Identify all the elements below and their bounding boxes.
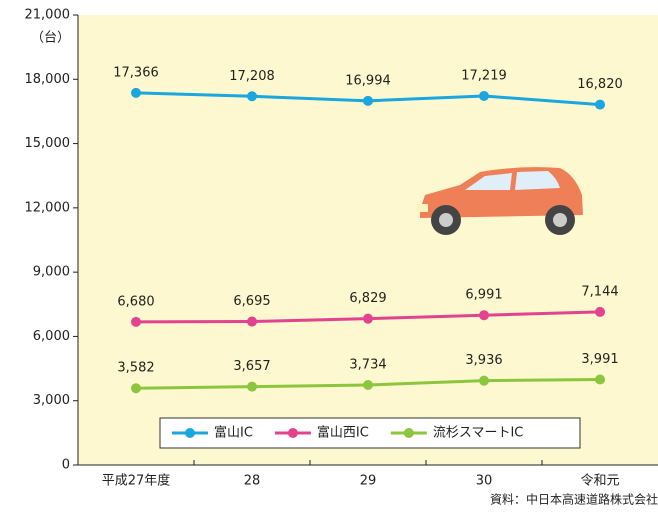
point <box>479 375 489 386</box>
data-label: 17,208 <box>229 69 275 84</box>
plot-background <box>78 15 658 465</box>
y-tick-label: 18,000 <box>25 72 71 87</box>
point <box>479 91 489 102</box>
source: 資料：中日本高速道路株式会社 <box>490 492 658 507</box>
data-label: 17,366 <box>113 65 159 80</box>
legend-marker <box>287 428 298 438</box>
y-axis-label: （台） <box>31 31 70 46</box>
legend-label: 富山IC <box>214 425 253 441</box>
x-tick-label: 29 <box>360 474 377 489</box>
point <box>131 316 141 327</box>
data-label: 3,582 <box>117 361 154 376</box>
point <box>595 99 605 110</box>
y-tick-label: 9,000 <box>33 265 70 280</box>
point <box>595 374 605 385</box>
data-label: 6,991 <box>465 288 502 303</box>
point <box>247 91 257 102</box>
point <box>247 316 257 327</box>
point <box>595 306 605 317</box>
car-illustration <box>416 167 583 235</box>
y-tick-label: 21,000 <box>25 8 71 23</box>
legend-label: 富山西IC <box>317 425 369 441</box>
x-tick-label: 平成27年度 <box>102 473 171 489</box>
point <box>131 383 141 394</box>
legend-marker <box>185 428 195 438</box>
data-label: 16,820 <box>577 77 623 92</box>
y-tick-label: 6,000 <box>33 329 70 344</box>
data-label: 6,680 <box>117 294 154 309</box>
data-label: 3,657 <box>233 359 270 374</box>
legend-marker <box>403 428 414 438</box>
data-label: 3,991 <box>581 352 618 367</box>
point <box>363 313 373 324</box>
point <box>363 379 373 390</box>
y-tick-label: 12,000 <box>25 200 71 215</box>
point <box>247 381 257 392</box>
legend-box <box>159 417 581 449</box>
data-label: 6,695 <box>233 294 270 309</box>
data-label: 3,734 <box>349 357 386 372</box>
x-tick-label: 28 <box>244 474 261 489</box>
data-label: 7,144 <box>581 284 618 299</box>
point <box>131 87 141 98</box>
legend: 富山IC 富山西IC 流杉スマートIC <box>159 417 581 449</box>
point <box>363 95 373 106</box>
y-tick-label: 3,000 <box>33 393 70 408</box>
y-tick-label: 0 <box>62 458 70 473</box>
data-label: 3,936 <box>465 353 502 368</box>
x-tick-label: 30 <box>476 474 493 489</box>
data-label: 16,994 <box>345 73 391 88</box>
point <box>479 310 489 321</box>
data-label: 17,219 <box>461 69 507 84</box>
y-tick-label: 15,000 <box>25 136 71 151</box>
data-label: 6,829 <box>349 291 386 306</box>
legend-label: 流杉スマートIC <box>433 426 524 441</box>
x-tick-label: 令和元 <box>580 474 619 489</box>
